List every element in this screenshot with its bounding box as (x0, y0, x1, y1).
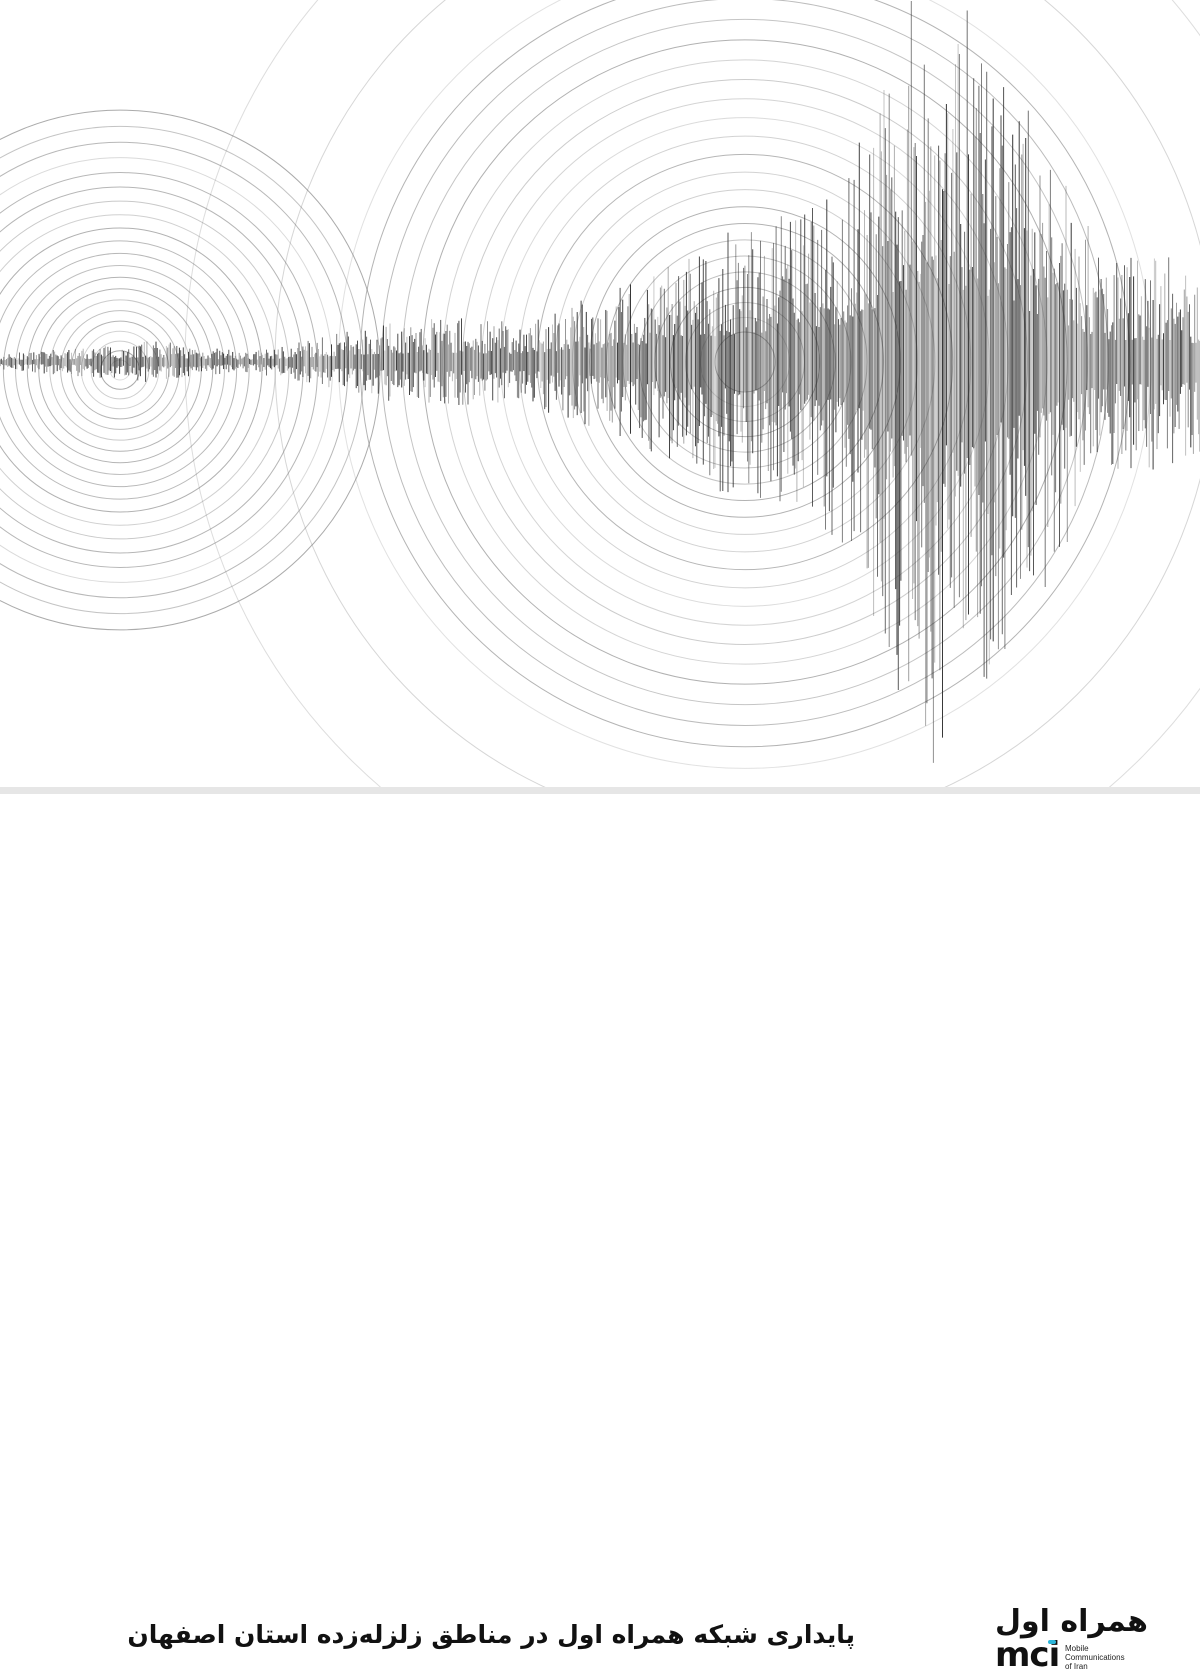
logo-persian-name: همراه اول (995, 1604, 1149, 1639)
ring (2, 252, 238, 488)
ring (589, 206, 901, 518)
ring (0, 109, 381, 631)
logo-subtitle: Mobile Communications of Iran (1065, 1644, 1125, 1671)
ring (49, 299, 191, 441)
mci-logo: همراه اول mci Mobile Communications of I… (995, 1604, 1155, 1676)
logo-subtitle-line: Mobile (1065, 1644, 1089, 1653)
ring (0, 141, 349, 599)
ring (714, 331, 776, 393)
ring (26, 276, 214, 464)
ring (0, 200, 290, 540)
divider-band (0, 787, 1200, 794)
logo-subtitle-line: Communications (1065, 1653, 1125, 1662)
logo-subtitle-line: of Iran (1065, 1662, 1088, 1671)
ring (0, 186, 304, 554)
seismic-wave-illustration (0, 0, 1200, 790)
ring (572, 189, 918, 535)
ring (90, 340, 150, 400)
ring (605, 222, 885, 502)
ring (0, 157, 333, 583)
ring (80, 330, 160, 410)
ring (0, 240, 250, 500)
ring (442, 59, 1048, 665)
headline: پایداری شبکه همراه اول در مناطق زلزله‌زد… (127, 1620, 855, 1649)
caption-bar: پایداری شبکه همراه اول در مناطق زلزله‌زد… (0, 794, 1200, 1674)
ring (0, 172, 318, 568)
ring (15, 265, 225, 475)
ring (481, 98, 1009, 626)
logo-accent-dot (1048, 1640, 1056, 1644)
ring (401, 18, 1089, 706)
ring (70, 320, 170, 420)
ring (274, 0, 1200, 790)
ring (0, 227, 263, 513)
ring (422, 39, 1068, 685)
ring (638, 255, 852, 469)
ring (0, 214, 276, 526)
ring (669, 286, 821, 438)
